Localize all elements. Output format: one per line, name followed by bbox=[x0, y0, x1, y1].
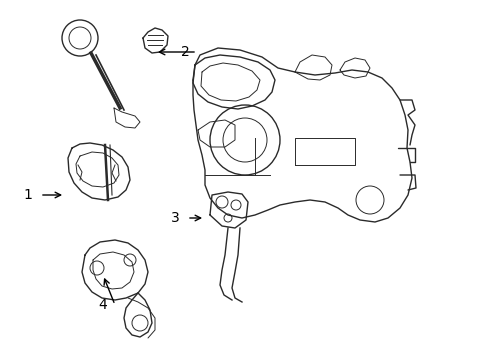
Text: 4: 4 bbox=[99, 298, 107, 312]
Text: 1: 1 bbox=[23, 188, 32, 202]
Text: 3: 3 bbox=[170, 211, 179, 225]
Text: 2: 2 bbox=[180, 45, 189, 59]
